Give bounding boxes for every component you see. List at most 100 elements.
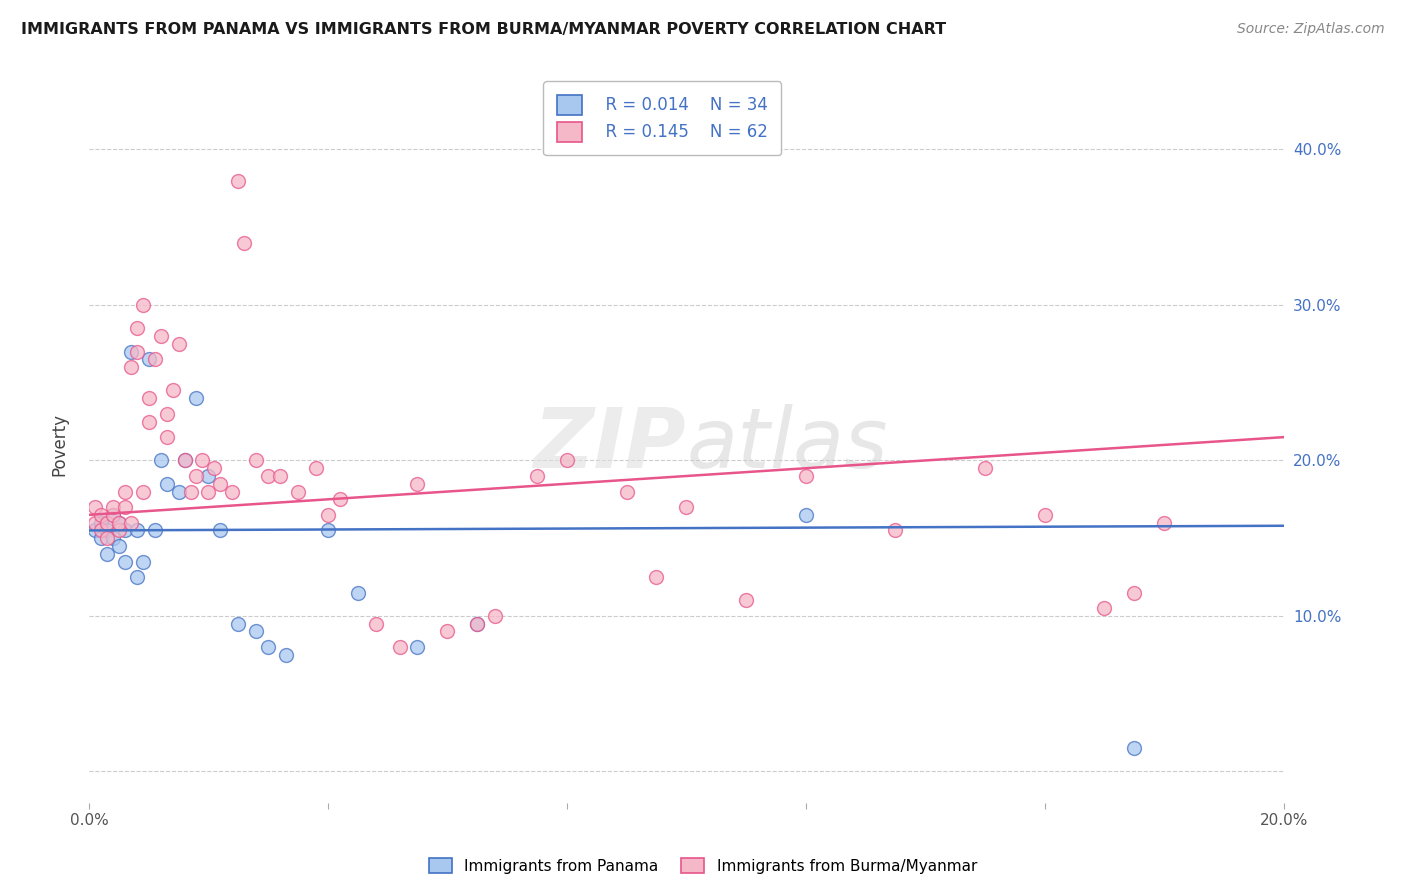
Point	[125, 570, 148, 584]
Point	[364, 616, 387, 631]
Point	[197, 469, 219, 483]
Point	[209, 476, 232, 491]
Point	[101, 500, 124, 515]
Point	[120, 516, 142, 530]
Point	[108, 516, 131, 530]
Point	[406, 476, 429, 491]
Point	[257, 640, 280, 654]
Point	[96, 524, 118, 538]
Point	[436, 624, 458, 639]
Point	[138, 415, 160, 429]
Point	[101, 508, 124, 522]
Y-axis label: Poverty: Poverty	[51, 413, 67, 476]
Point	[180, 484, 202, 499]
Point	[316, 524, 339, 538]
Point	[794, 469, 817, 483]
Point	[101, 508, 124, 522]
Point	[735, 593, 758, 607]
Point	[120, 360, 142, 375]
Point	[1092, 601, 1115, 615]
Point	[555, 453, 578, 467]
Point	[96, 531, 118, 545]
Point	[675, 500, 697, 515]
Point	[186, 469, 208, 483]
Point	[287, 484, 309, 499]
Point	[156, 407, 179, 421]
Point	[1033, 508, 1056, 522]
Point	[226, 173, 249, 187]
Point	[108, 539, 131, 553]
Point	[173, 453, 195, 467]
Point	[274, 648, 297, 662]
Point	[114, 484, 136, 499]
Legend: Immigrants from Panama, Immigrants from Burma/Myanmar: Immigrants from Panama, Immigrants from …	[423, 852, 983, 880]
Point	[245, 624, 267, 639]
Point	[526, 469, 548, 483]
Point	[233, 235, 256, 250]
Point	[1123, 585, 1146, 599]
Point	[465, 616, 488, 631]
Point	[96, 516, 118, 530]
Point	[794, 508, 817, 522]
Point	[221, 484, 243, 499]
Point	[173, 453, 195, 467]
Point	[257, 469, 280, 483]
Point	[114, 500, 136, 515]
Point	[884, 524, 907, 538]
Text: IMMIGRANTS FROM PANAMA VS IMMIGRANTS FROM BURMA/MYANMAR POVERTY CORRELATION CHAR: IMMIGRANTS FROM PANAMA VS IMMIGRANTS FRO…	[21, 22, 946, 37]
Point	[167, 484, 190, 499]
Text: ZIP: ZIP	[534, 404, 686, 485]
Point	[90, 508, 112, 522]
Point	[245, 453, 267, 467]
Point	[114, 524, 136, 538]
Point	[143, 524, 166, 538]
Point	[108, 516, 131, 530]
Point	[84, 516, 107, 530]
Legend:   R = 0.014    N = 34,   R = 0.145    N = 62: R = 0.014 N = 34, R = 0.145 N = 62	[544, 81, 782, 155]
Point	[90, 516, 112, 530]
Point	[209, 524, 232, 538]
Text: Source: ZipAtlas.com: Source: ZipAtlas.com	[1237, 22, 1385, 37]
Point	[90, 531, 112, 545]
Point	[191, 453, 214, 467]
Point	[202, 461, 225, 475]
Point	[197, 484, 219, 499]
Point	[125, 344, 148, 359]
Point	[346, 585, 368, 599]
Point	[484, 609, 506, 624]
Point	[149, 453, 172, 467]
Point	[388, 640, 411, 654]
Text: atlas: atlas	[686, 404, 889, 485]
Point	[406, 640, 429, 654]
Point	[138, 391, 160, 405]
Point	[329, 492, 352, 507]
Point	[167, 336, 190, 351]
Point	[1153, 516, 1175, 530]
Point	[156, 476, 179, 491]
Point	[143, 352, 166, 367]
Point	[269, 469, 291, 483]
Point	[316, 508, 339, 522]
Point	[101, 531, 124, 545]
Point	[186, 391, 208, 405]
Point	[645, 570, 668, 584]
Point	[90, 524, 112, 538]
Point	[616, 484, 638, 499]
Point	[125, 321, 148, 335]
Point	[84, 524, 107, 538]
Point	[138, 352, 160, 367]
Point	[108, 524, 131, 538]
Point	[132, 484, 155, 499]
Point	[132, 298, 155, 312]
Point	[149, 329, 172, 343]
Point	[120, 344, 142, 359]
Point	[114, 555, 136, 569]
Point	[156, 430, 179, 444]
Point	[226, 616, 249, 631]
Point	[84, 500, 107, 515]
Point	[465, 616, 488, 631]
Point	[974, 461, 997, 475]
Point	[1123, 741, 1146, 756]
Point	[132, 555, 155, 569]
Point	[96, 547, 118, 561]
